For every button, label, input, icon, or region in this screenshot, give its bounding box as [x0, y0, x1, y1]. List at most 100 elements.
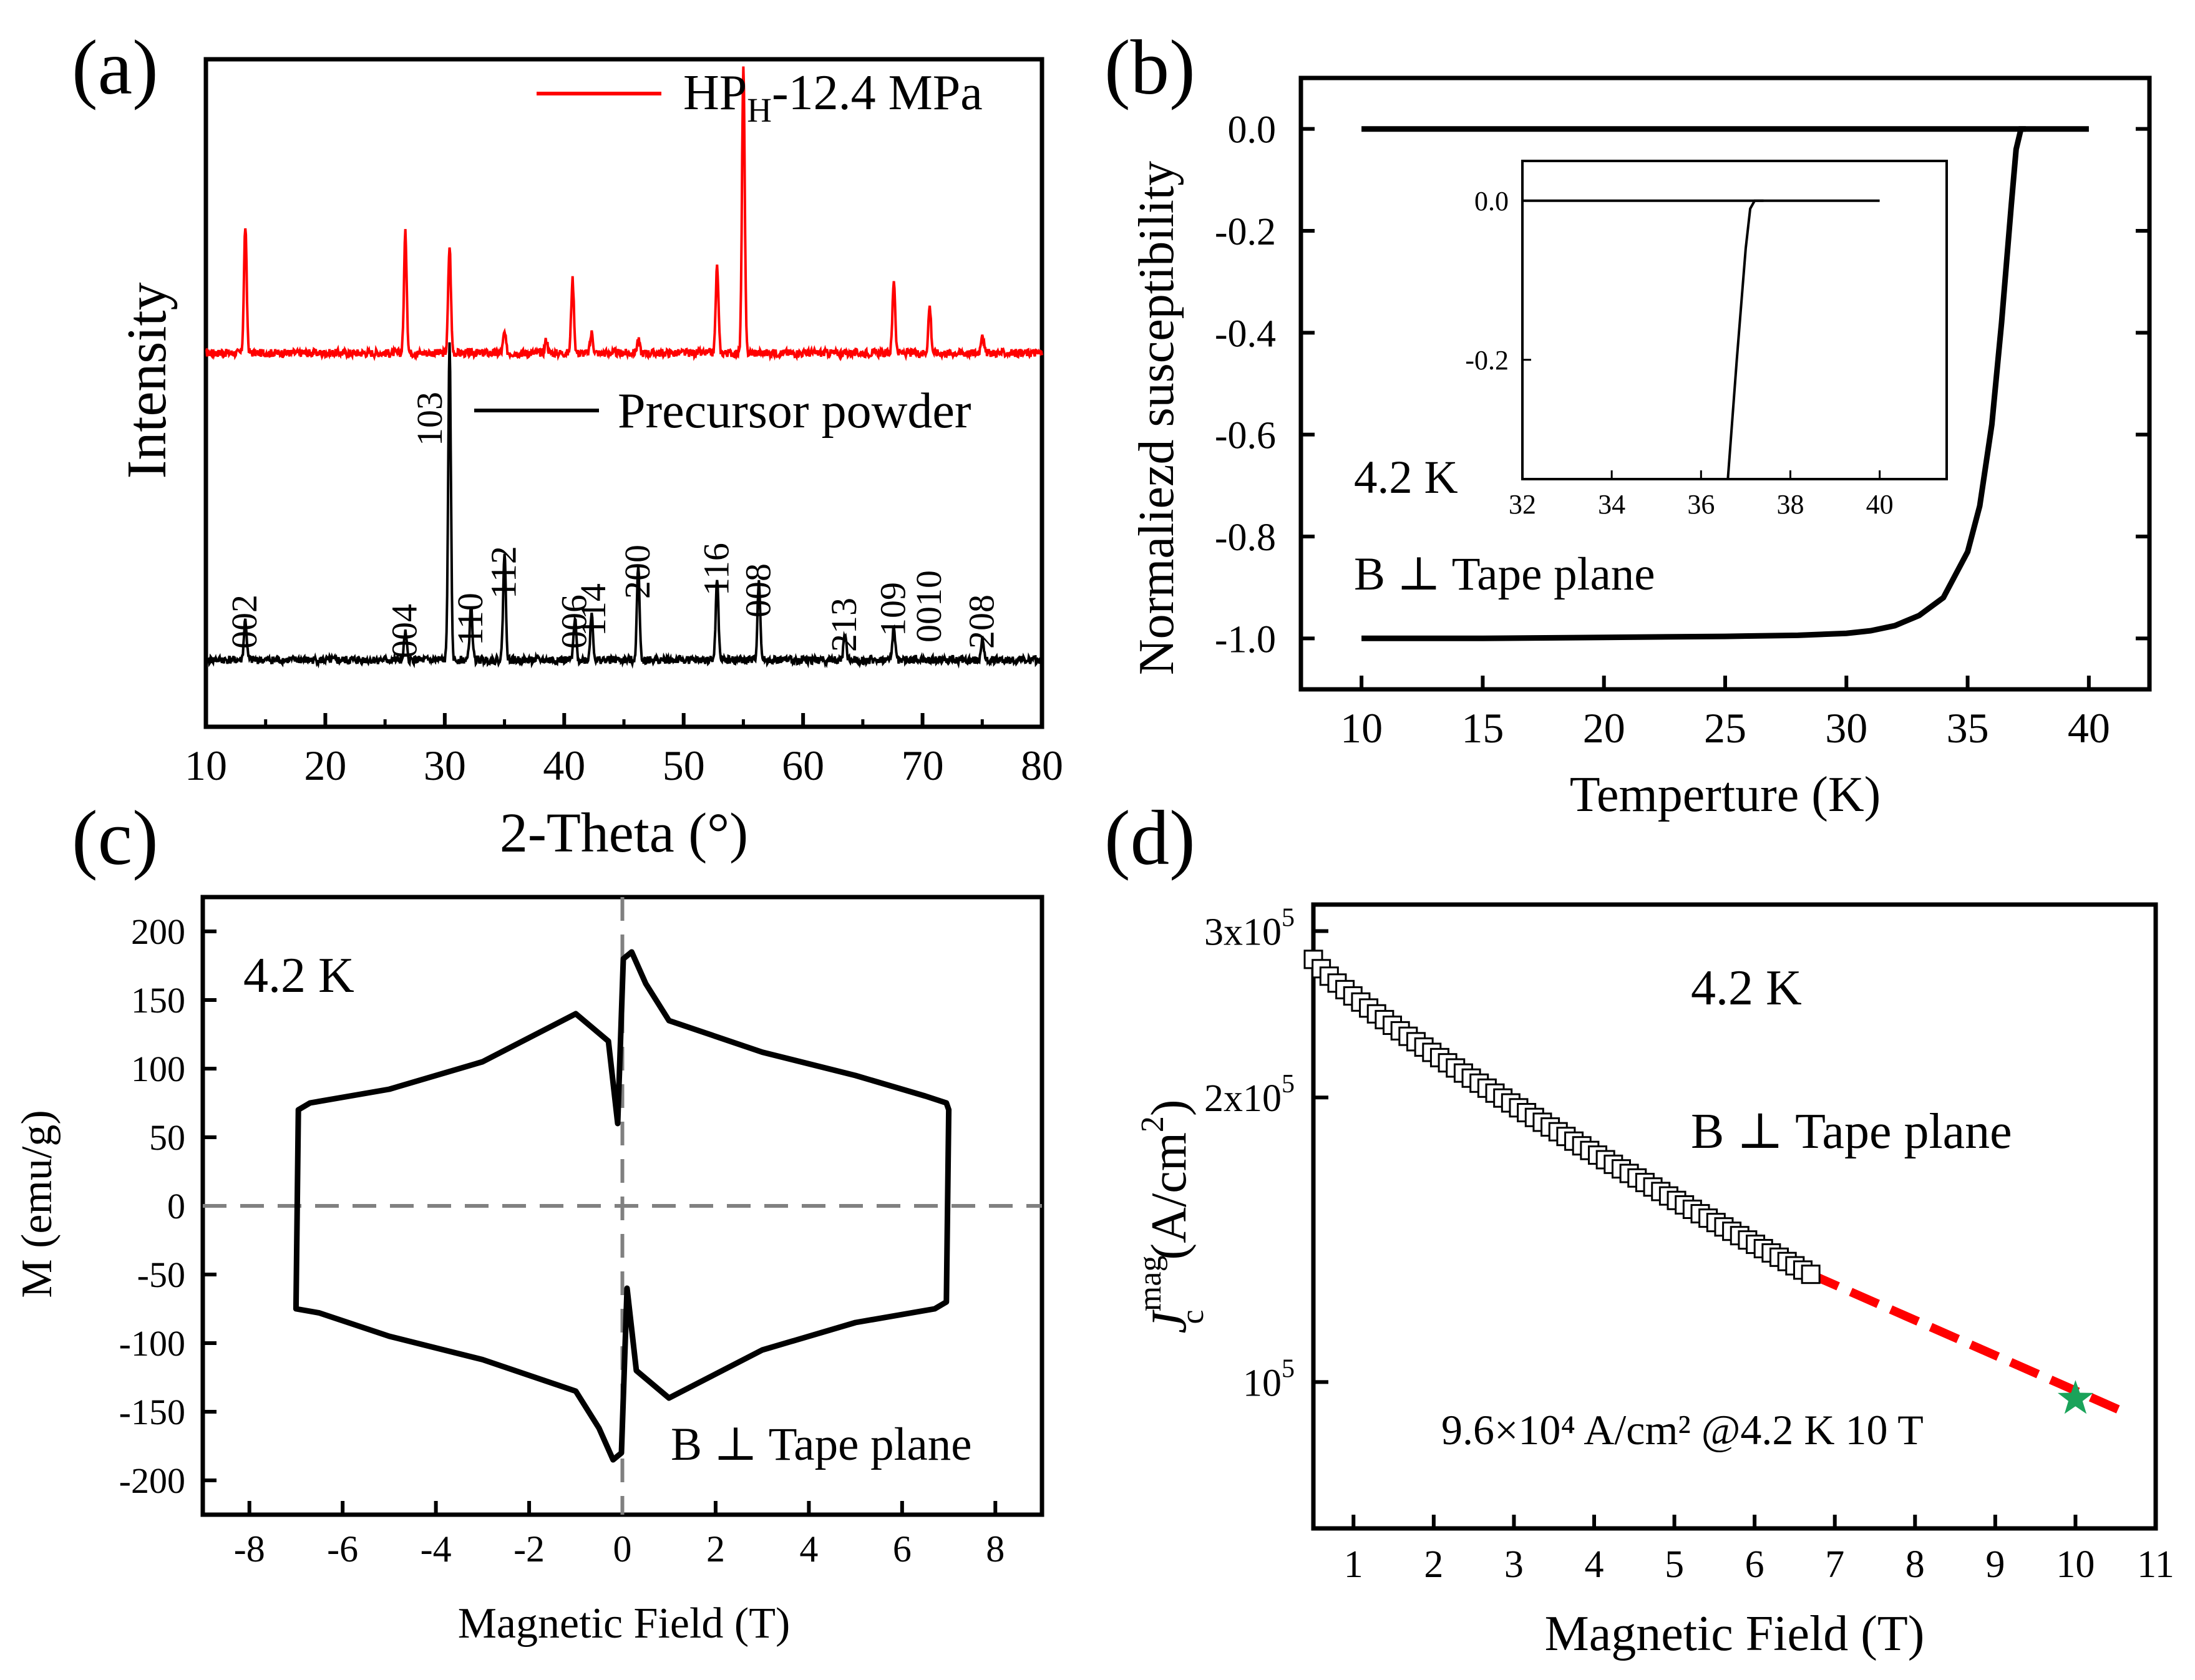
x-tick-label: 6 [1745, 1543, 1764, 1586]
x-tick-label: 25 [1704, 704, 1746, 752]
y-tick-label: -0.2 [1215, 211, 1276, 253]
panel-c-y-label: M (emu/g) [13, 1110, 61, 1298]
legend-precursor-label: Precursor powder [618, 384, 971, 439]
y-tick-label: -200 [119, 1460, 185, 1501]
panel-b-label: (b) [1104, 25, 1195, 111]
y-label-sup: mag [1132, 1256, 1168, 1312]
y-label-close: ) [1142, 1099, 1197, 1116]
zfc-curve [1361, 126, 2026, 641]
x-tick-label: 15 [1461, 704, 1504, 752]
extrapolation-line [1809, 1270, 2126, 1416]
jc-data-point [1801, 1265, 1821, 1284]
precursor-series-line [205, 342, 1043, 669]
y-tick-label: -0.6 [1215, 415, 1276, 457]
panel-b-field-annotation: B ⊥ Tape plane [1354, 548, 1655, 600]
peak-index-label: 110 [450, 593, 490, 646]
panel-b-y-label: Normaliezd susceptibility [1129, 161, 1184, 675]
x-tick-label: 2 [706, 1528, 725, 1570]
panel-b-x-label: Temperture (K) [1570, 767, 1881, 822]
x-tick-label: 8 [1905, 1543, 1925, 1586]
x-tick-label: -6 [327, 1528, 358, 1570]
x-tick-label: 70 [902, 742, 944, 789]
x-tick-label: 30 [1825, 704, 1867, 752]
panel-a-x-ticks [204, 713, 1044, 727]
peak-index-label: 114 [573, 583, 613, 636]
y-tick-label: -0.8 [1215, 517, 1276, 559]
hp-series-line [205, 66, 1043, 362]
y-tick-label: 2x105 [1204, 1070, 1295, 1120]
y-tick-label: 3x105 [1204, 903, 1295, 953]
y-tick-label: 0 [167, 1186, 185, 1226]
peak-index-label: 213 [824, 598, 864, 652]
panel-c-temp-annotation: 4.2 K [243, 948, 354, 1003]
inset-x-tick-label: 40 [1866, 489, 1894, 520]
legend-hp-label: HPH-12.4 MPa [683, 66, 983, 129]
panel-d-x-label: Magnetic Field (T) [1545, 1606, 1925, 1661]
panel-d-tick-labels: 1 2 3 4 5 6 7 8 9 10 11 3x105 2x105 105 [1204, 903, 2174, 1586]
y-label-sub: c [1175, 1309, 1210, 1324]
measured-jc-markers [1303, 949, 1821, 1284]
peak-index-label: 208 [961, 595, 1001, 649]
panel-a-x-tick-labels: 10 20 30 40 50 60 70 80 [185, 742, 1063, 789]
y-tick-label: -100 [119, 1323, 185, 1364]
peak-index-label: 103 [409, 392, 450, 446]
peak-index-label: 002 [224, 595, 265, 649]
inset-x-tick-label: 34 [1598, 489, 1625, 520]
x-tick-label: 50 [663, 742, 705, 789]
inset-y-tick-label: -0.2 [1465, 345, 1509, 376]
x-tick-label: 60 [782, 742, 824, 789]
x-tick-label: 3 [1504, 1543, 1524, 1586]
peak-index-label: 109 [873, 582, 913, 636]
inset-tick-labels: 32 34 36 38 40 0.0 -0.2 [1465, 186, 1893, 520]
panel-d-y-label: Jmagc (A/cm2) [1132, 1099, 1210, 1333]
y-tick-label: 200 [131, 911, 185, 952]
x-tick-label: 2 [1424, 1543, 1443, 1586]
y-tick-label: 0.0 [1228, 109, 1277, 152]
panel-c-label: (c) [72, 795, 158, 881]
inset-x-tick-label: 36 [1687, 489, 1715, 520]
panel-d-field-annotation: B ⊥ Tape plane [1691, 1104, 2012, 1159]
x-tick-label: 7 [1825, 1543, 1844, 1586]
x-tick-label: -2 [513, 1528, 545, 1570]
panel-d-ticks [1313, 929, 2158, 1528]
x-tick-label: 11 [2137, 1543, 2174, 1586]
inset-frame [1521, 160, 1948, 480]
x-tick-label: 6 [893, 1528, 912, 1570]
x-tick-label: -8 [234, 1528, 265, 1570]
highlight-star-marker [2057, 1380, 2093, 1414]
panel-d-label: (d) [1104, 795, 1195, 881]
inset-y-tick-label: 0.0 [1474, 186, 1509, 216]
legend-hp-main: HP [683, 66, 747, 120]
peak-index-label: 004 [384, 604, 425, 658]
panel-d-highlight-annotation: 9.6×10⁴ A/cm² @4.2 K 10 T [1441, 1406, 1924, 1454]
panel-d-temp-annotation: 4.2 K [1691, 961, 1802, 1016]
inset-x-tick-label: 32 [1509, 489, 1536, 520]
y-tick-label: -1.0 [1215, 618, 1276, 661]
panel-a-x-label: 2-Theta (°) [500, 802, 748, 864]
x-tick-label: 40 [2068, 704, 2110, 752]
panel-b-ticks [1301, 127, 2149, 689]
legend-hp-sub: H [747, 91, 772, 129]
panel-c-x-label: Magnetic Field (T) [458, 1600, 791, 1648]
panel-c-tick-labels: -8 -6 -4 -2 0 2 4 6 8 200 150 100 50 0 -50 -100 -150 -200 [119, 911, 1005, 1570]
panel-d-frame [1311, 902, 2158, 1531]
y-tick-label: -0.4 [1215, 313, 1276, 355]
panel-b-tick-labels: 10 15 20 25 30 35 40 0.0 -0.2 -0.4 -0.6 -0.8 -1.0 [1215, 109, 2110, 752]
inset-zfc-curve [1726, 199, 1764, 480]
panel-a: (a) 10 20 30 40 50 60 70 80 002 0041031101120061… [72, 25, 1063, 864]
y-tick-label: 100 [131, 1049, 185, 1089]
x-tick-label: 10 [2056, 1543, 2095, 1586]
x-tick-label: 40 [543, 742, 585, 789]
peak-index-label: 112 [484, 546, 524, 599]
panel-d: (d) 1 2 3 4 5 6 7 8 9 10 11 3x105 2x105 105 4.2 K B ⊥… [1104, 795, 2174, 1661]
x-tick-label: -4 [421, 1528, 452, 1570]
legend-hp-rest: -12.4 MPa [772, 66, 983, 120]
y-label-unit-sup: 2 [1135, 1116, 1171, 1132]
x-tick-label: 10 [185, 742, 227, 789]
y-tick-label: -150 [119, 1392, 185, 1432]
x-tick-label: 8 [986, 1528, 1005, 1570]
panel-a-label: (a) [72, 25, 158, 111]
x-tick-label: 4 [799, 1528, 818, 1570]
panel-c-field-annotation: B ⊥ Tape plane [671, 1419, 972, 1470]
